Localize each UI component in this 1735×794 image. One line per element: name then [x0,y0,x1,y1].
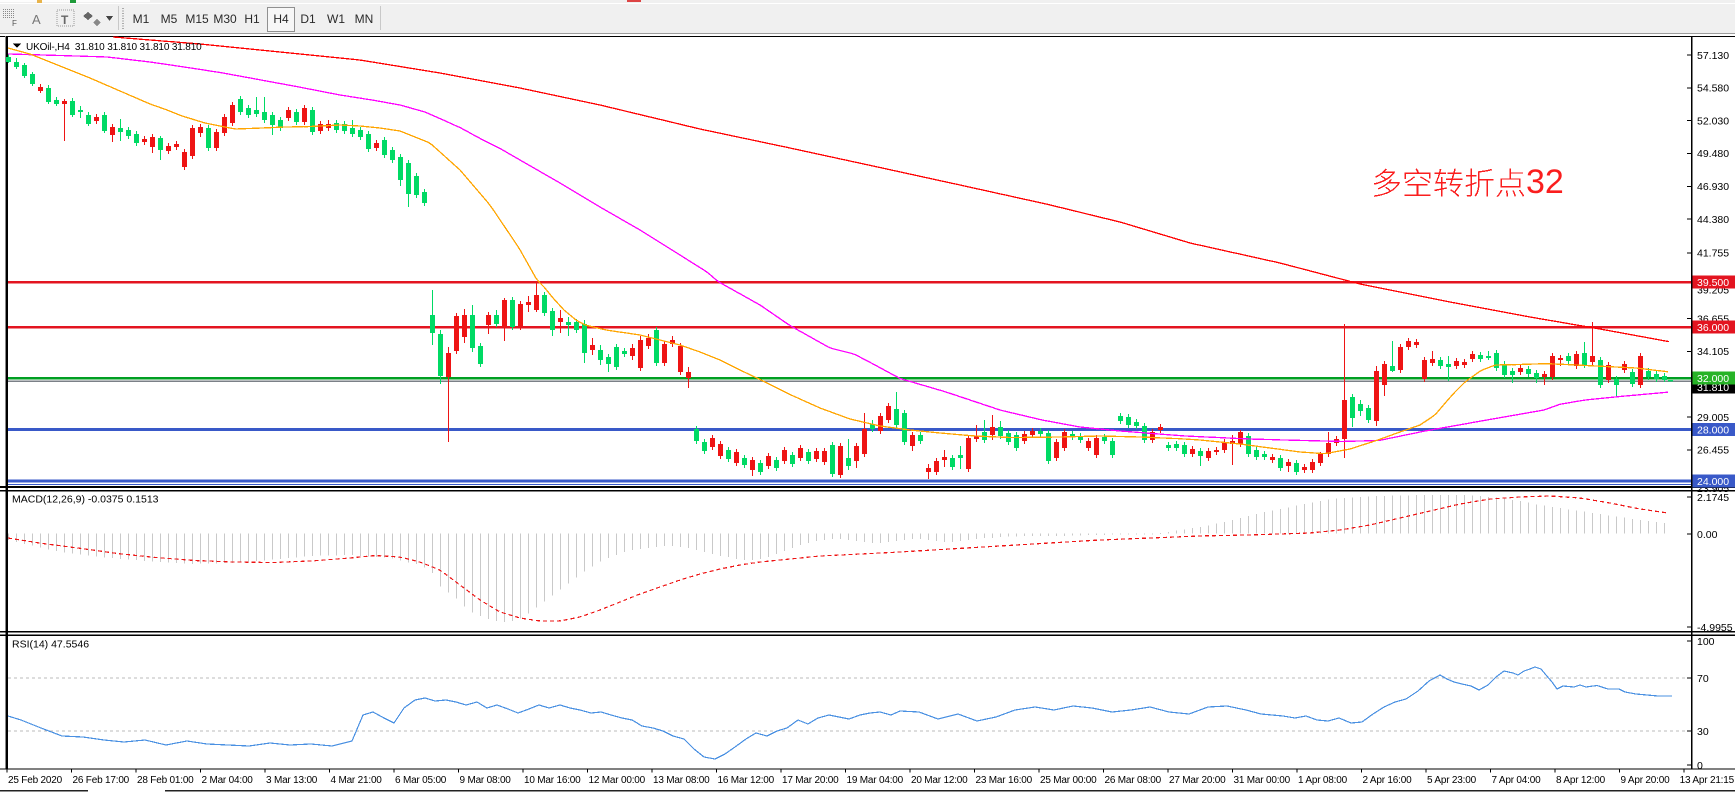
svg-text:30: 30 [1697,726,1709,738]
svg-text:70: 70 [1697,673,1709,685]
svg-text:3 Mar 13:00: 3 Mar 13:00 [266,775,318,786]
svg-text:7 Apr 04:00: 7 Apr 04:00 [1492,775,1542,786]
svg-text:13 Mar 08:00: 13 Mar 08:00 [653,775,710,786]
svg-text:MACD(12,26,9) -0.0375 0.1513: MACD(12,26,9) -0.0375 0.1513 [12,494,159,506]
svg-text:1 Apr 08:00: 1 Apr 08:00 [1298,775,1348,786]
svg-text:0.00: 0.00 [1697,529,1718,541]
svg-text:16 Mar 12:00: 16 Mar 12:00 [718,775,775,786]
svg-text:4 Mar 21:00: 4 Mar 21:00 [331,775,383,786]
svg-text:2 Mar 04:00: 2 Mar 04:00 [202,775,254,786]
svg-text:F: F [12,19,17,28]
svg-text:57.130: 57.130 [1697,50,1729,62]
svg-text:52.030: 52.030 [1697,115,1729,127]
svg-text:34.105: 34.105 [1697,346,1729,358]
svg-text:28 Feb 01:00: 28 Feb 01:00 [137,775,194,786]
svg-text:W1: W1 [327,12,345,26]
svg-text:41.755: 41.755 [1697,248,1729,260]
svg-text:26.455: 26.455 [1697,445,1729,457]
svg-text:13 Apr 21:15: 13 Apr 21:15 [1680,775,1735,786]
svg-text:27 Mar 20:00: 27 Mar 20:00 [1169,775,1226,786]
svg-text:M30: M30 [213,12,237,26]
svg-text:25 Mar 00:00: 25 Mar 00:00 [1040,775,1097,786]
svg-text:46.930: 46.930 [1697,181,1729,193]
svg-text:39.500: 39.500 [1697,277,1729,289]
svg-text:10 Mar 16:00: 10 Mar 16:00 [524,775,581,786]
svg-text:M1: M1 [133,12,150,26]
svg-text:M5: M5 [161,12,178,26]
svg-text:H4: H4 [273,12,289,26]
svg-text:12 Mar 00:00: 12 Mar 00:00 [589,775,646,786]
svg-text:23 Mar 16:00: 23 Mar 16:00 [976,775,1033,786]
svg-text:100: 100 [1697,636,1715,648]
svg-text:6 Mar 05:00: 6 Mar 05:00 [395,775,447,786]
svg-text:36.000: 36.000 [1697,322,1729,334]
svg-text:5 Apr 23:00: 5 Apr 23:00 [1427,775,1477,786]
svg-text:24.000: 24.000 [1697,476,1729,488]
svg-text:9 Apr 20:00: 9 Apr 20:00 [1621,775,1671,786]
svg-text:29.005: 29.005 [1697,412,1729,424]
svg-text:RSI(14) 47.5546: RSI(14) 47.5546 [12,639,89,651]
svg-text:8 Apr 12:00: 8 Apr 12:00 [1556,775,1606,786]
svg-text:2.1745: 2.1745 [1697,492,1729,504]
svg-text:32: 32 [1526,163,1564,201]
svg-text:17 Mar 20:00: 17 Mar 20:00 [782,775,839,786]
svg-text:44.380: 44.380 [1697,214,1729,226]
svg-text:26 Mar 08:00: 26 Mar 08:00 [1105,775,1162,786]
svg-text:31.810: 31.810 [1697,382,1729,394]
svg-text:32.000: 32.000 [1697,373,1729,385]
svg-text:2 Apr 16:00: 2 Apr 16:00 [1363,775,1413,786]
svg-text:19 Mar 04:00: 19 Mar 04:00 [847,775,904,786]
svg-text:A: A [32,12,41,27]
svg-text:31 Mar 00:00: 31 Mar 00:00 [1234,775,1291,786]
svg-text:54.580: 54.580 [1697,83,1729,95]
svg-text:20 Mar 12:00: 20 Mar 12:00 [911,775,968,786]
svg-text:25 Feb 2020: 25 Feb 2020 [8,775,63,786]
svg-text:26 Feb 17:00: 26 Feb 17:00 [73,775,130,786]
svg-text:M15: M15 [185,12,209,26]
svg-text:D1: D1 [300,12,316,26]
svg-text:28.000: 28.000 [1697,424,1729,436]
svg-text:MN: MN [355,12,374,26]
svg-text:UKOil-,H4 31.810 31.810 31.81: UKOil-,H4 31.810 31.810 31.810 31.810 [26,42,202,53]
svg-text:T: T [61,13,69,27]
svg-text:49.480: 49.480 [1697,148,1729,160]
svg-text:H1: H1 [244,12,260,26]
svg-text:9 Mar 08:00: 9 Mar 08:00 [460,775,512,786]
svg-text:0: 0 [1697,760,1703,772]
svg-text:-4.9955: -4.9955 [1697,622,1733,634]
